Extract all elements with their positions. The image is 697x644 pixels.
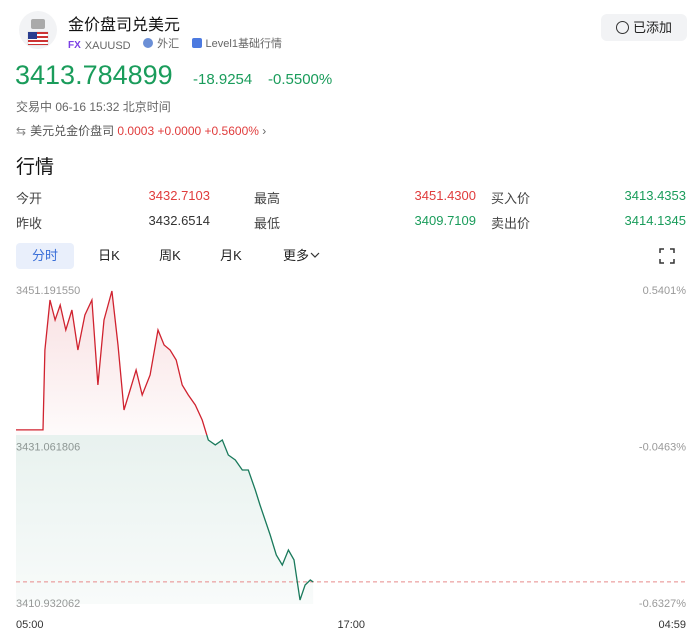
change: -18.9254	[193, 71, 253, 88]
chart: 3451.1915503431.0618063410.9320620.5401%…	[16, 285, 687, 631]
stat-label: 昨收	[16, 216, 43, 231]
stat-value: 3413.4353	[624, 188, 686, 203]
stat-value: 3451.4300	[414, 188, 476, 203]
more-chevron	[310, 252, 320, 258]
y2-tick-label: -0.0463%	[639, 441, 686, 453]
title: 金价盘司兑美元	[68, 17, 181, 34]
stat-value: 3432.6514	[148, 213, 210, 228]
stat-value: 3409.7109	[414, 213, 476, 228]
stat-value: 3432.7103	[148, 188, 210, 203]
stat-label: 买入价	[491, 191, 531, 206]
inverse-quote[interactable]: ⇆ 美元兑金价盘司 0.0003 +0.0000 +0.5600% ›	[16, 124, 267, 138]
tab[interactable]: 日K	[98, 248, 120, 263]
change-pct: -0.5500%	[268, 71, 333, 88]
stat-label: 最高	[254, 191, 281, 206]
x-tick-label: 05:00	[16, 619, 44, 631]
x-tick-label: 17:00	[337, 619, 365, 631]
inverse-price: 0.0003	[117, 124, 155, 138]
section-title: 行情	[16, 157, 55, 178]
price-line	[16, 290, 314, 601]
tab[interactable]: 更多	[282, 248, 309, 263]
tab[interactable]: 周K	[159, 248, 181, 263]
asset-icon	[19, 11, 57, 49]
stat-label: 卖出价	[491, 216, 531, 231]
inverse-label: 美元兑金价盘司	[30, 124, 115, 138]
stat-value: 3414.1345	[624, 213, 686, 228]
tab[interactable]: 月K	[220, 248, 242, 263]
tags: FX XAUUSD 外汇 Level1基础行情	[68, 35, 290, 53]
y2-tick-label: 0.5401%	[643, 285, 687, 297]
tag-symbol: XAUUSD	[84, 39, 131, 52]
stat-label: 最低	[254, 216, 281, 231]
added-label: 已添加	[632, 20, 672, 35]
y-tick-label: 3451.191550	[16, 285, 80, 297]
tab[interactable]: 分时	[16, 243, 74, 269]
x-tick-label: 04:59	[658, 619, 686, 631]
added-button[interactable]: 已添加	[601, 14, 687, 41]
y2-tick-label: -0.6327%	[639, 598, 686, 610]
status: 交易中 06-16 15:32 北京时间	[16, 100, 171, 114]
inverse-change: +0.0000	[157, 124, 202, 138]
tag-level: Level1基础行情	[205, 38, 282, 50]
area	[16, 291, 314, 604]
tag-fx: FX	[68, 40, 81, 51]
fullscreen-button[interactable]	[657, 246, 677, 266]
tag-market: 外汇	[157, 38, 180, 50]
inverse-change-pct: +0.5600%	[204, 124, 259, 138]
stat-label: 今开	[16, 191, 43, 206]
price: 3413.784899	[15, 60, 173, 90]
